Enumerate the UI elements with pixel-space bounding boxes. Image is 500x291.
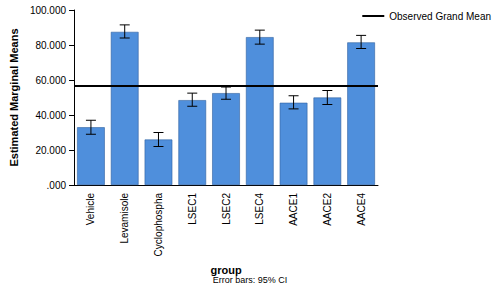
svg-text:AACE2: AACE2	[322, 193, 333, 226]
svg-text:Levamisole: Levamisole	[119, 193, 130, 244]
svg-text:20.000: 20.000	[35, 145, 66, 156]
svg-text:LSEC1: LSEC1	[187, 193, 198, 225]
svg-text:Vehicle: Vehicle	[85, 193, 96, 226]
svg-text:80.000: 80.000	[35, 40, 66, 51]
svg-text:40.000: 40.000	[35, 110, 66, 121]
svg-text:100.000: 100.000	[30, 5, 67, 16]
svg-text:LSEC4: LSEC4	[254, 193, 265, 225]
svg-text:Estimated Marginal Means: Estimated Marginal Means	[8, 28, 20, 166]
svg-text:LSEC2: LSEC2	[221, 193, 232, 225]
svg-text:Cyclophospha: Cyclophospha	[153, 193, 164, 257]
svg-text:Observed Grand Mean: Observed Grand Mean	[389, 11, 491, 22]
svg-text:60.000: 60.000	[35, 75, 66, 86]
svg-text:.000: .000	[47, 180, 67, 191]
svg-text:AACE4: AACE4	[356, 193, 367, 226]
svg-text:group: group	[210, 263, 242, 276]
svg-text:AACE1: AACE1	[288, 193, 299, 226]
svg-text:Error bars: 95% CI: Error bars: 95% CI	[213, 275, 288, 285]
